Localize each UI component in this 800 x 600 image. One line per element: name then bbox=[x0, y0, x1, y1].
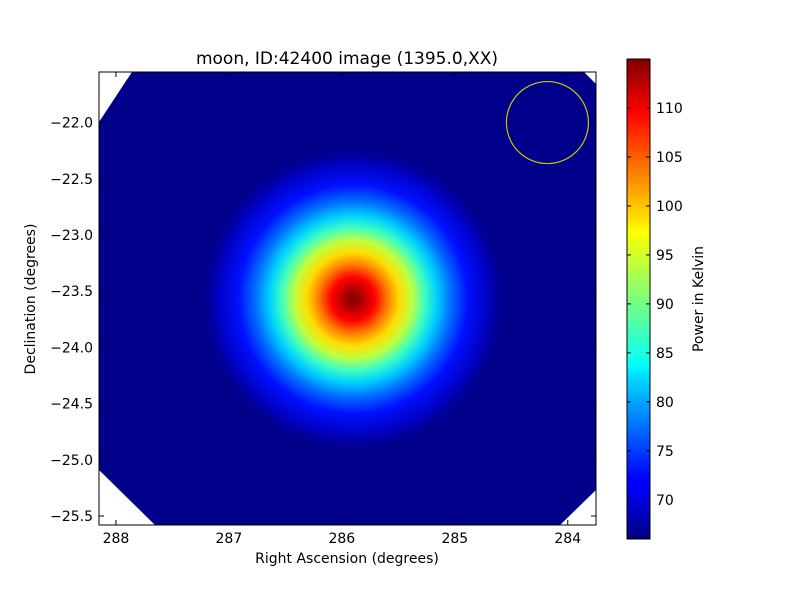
y-axis-label: Declination (degrees) bbox=[23, 224, 39, 375]
x-tick-label: 286 bbox=[328, 531, 355, 547]
y-tick-label: −22.5 bbox=[50, 172, 93, 188]
colorbar-ticks: 70 75 80 85 90 95 100 105 110 bbox=[627, 101, 683, 509]
x-tick-label: 288 bbox=[103, 531, 130, 547]
x-tick-label: 284 bbox=[554, 531, 581, 547]
y-axis: −22.0 −22.5 −23.0 −23.5 −24.0 −24.5 −25.0 −25.5 bbox=[50, 116, 596, 525]
chart-title: moon, ID:42400 image (1395.0,XX) bbox=[196, 49, 498, 69]
y-tick-label: −22.0 bbox=[50, 116, 93, 132]
colorbar-tick-label: 105 bbox=[656, 150, 683, 166]
colorbar-tick-label: 110 bbox=[656, 101, 683, 117]
colorbar-label: Power in Kelvin bbox=[691, 246, 707, 352]
x-axis: 288 287 286 285 284 bbox=[103, 72, 581, 547]
colorbar-gradient bbox=[626, 58, 651, 540]
plot-area bbox=[98, 71, 597, 526]
colorbar-tick-label: 75 bbox=[656, 444, 674, 460]
moon-source bbox=[198, 144, 509, 455]
y-tick-label: −23.5 bbox=[50, 284, 93, 300]
colorbar-tick-label: 70 bbox=[656, 493, 674, 509]
colorbar-tick-label: 85 bbox=[656, 346, 674, 362]
plot-frame bbox=[98, 71, 597, 526]
y-tick-label: −25.5 bbox=[50, 509, 93, 525]
moon-blob bbox=[198, 144, 509, 455]
colorbar-tick-label: 100 bbox=[656, 199, 683, 215]
y-tick-label: −24.0 bbox=[50, 340, 93, 356]
beam-circle bbox=[505, 80, 590, 165]
colorbar-tick-label: 95 bbox=[656, 248, 674, 264]
y-tick-label: −25.0 bbox=[50, 453, 93, 469]
y-tick-label: −24.5 bbox=[50, 397, 93, 413]
y-tick-label: −23.0 bbox=[50, 228, 93, 244]
x-axis-label: Right Ascension (degrees) bbox=[255, 551, 439, 567]
colorbar-tick-label: 80 bbox=[656, 395, 674, 411]
x-tick-label: 285 bbox=[441, 531, 468, 547]
colorbar: 70 75 80 85 90 95 100 105 110 Power in Kelvin bbox=[626, 58, 707, 540]
colorbar-tick-label: 90 bbox=[656, 297, 674, 313]
x-tick-label: 287 bbox=[216, 531, 243, 547]
